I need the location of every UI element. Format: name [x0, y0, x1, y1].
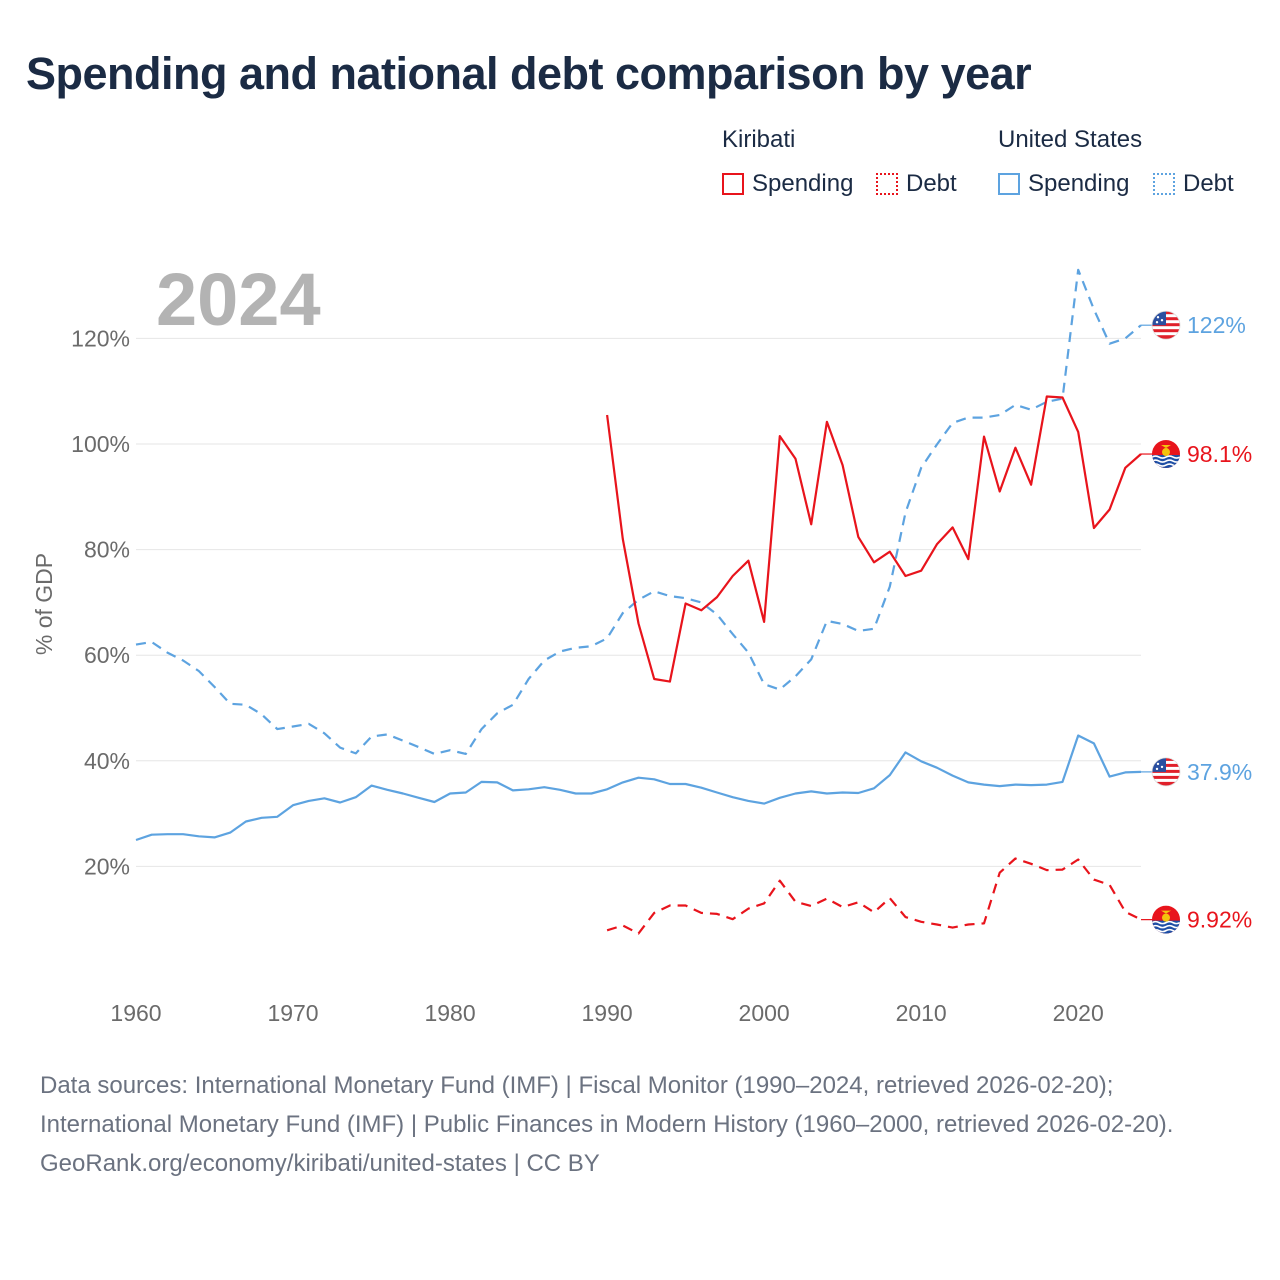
y-tick-label: 20%: [84, 853, 130, 879]
x-tick-label: 2000: [739, 1000, 790, 1026]
gridlines: [136, 337, 1141, 867]
y-tick-label: 60%: [84, 642, 130, 668]
kiribati-flag-icon: [1152, 440, 1180, 468]
current-year-label: 2024: [156, 258, 321, 341]
x-tick-label: 2010: [896, 1000, 947, 1026]
end-value-label: 98.1%: [1187, 441, 1252, 467]
y-axis-label: % of GDP: [31, 553, 57, 655]
series-line-united-states-debt[interactable]: [135, 268, 1142, 756]
legend-item-us-debt[interactable]: Debt: [1153, 170, 1234, 198]
end-value-label: 9.92%: [1187, 907, 1252, 933]
series-line-kiribati-debt[interactable]: [606, 857, 1142, 935]
legend-group-title: Kiribati: [722, 126, 796, 153]
legend-swatch-dotted-icon: [1153, 173, 1175, 195]
x-tick-labels: 1960 1970 1980 1990 2000 2010 2020: [110, 1000, 1103, 1026]
legend-item-us-spending[interactable]: Spending: [998, 170, 1129, 198]
x-tick-label: 1970: [267, 1000, 318, 1026]
y-tick-label: 120%: [71, 325, 130, 351]
end-value-label: 37.9%: [1187, 759, 1252, 785]
legend-swatch-solid-icon: [722, 173, 744, 195]
kiribati-flag-icon: [1152, 906, 1180, 934]
us-flag-icon: [1152, 311, 1180, 339]
series-lines: [135, 268, 1142, 935]
line-chart: 2024 % of GDP 20%40%60%80%100%120% 1960 1…: [31, 258, 1252, 1026]
legend-swatch-solid-icon: [998, 173, 1020, 195]
y-tick-label: 100%: [71, 431, 130, 457]
y-tick-labels: 20% 40% 60% 80% 100% 120%: [71, 325, 130, 879]
chart-title: Spending and national debt comparison by…: [26, 48, 1032, 99]
series-line-kiribati-spending[interactable]: [606, 395, 1142, 683]
x-tick-label: 1990: [582, 1000, 633, 1026]
credit-link[interactable]: GeoRank.org/economy/kiribati/united-stat…: [40, 1150, 600, 1177]
end-value-label: 122%: [1187, 312, 1246, 338]
legend-item-kiribati-spending[interactable]: Spending: [722, 170, 853, 198]
y-tick-label: 80%: [84, 537, 130, 563]
y-tick-label: 40%: [84, 748, 130, 774]
data-sources-text: Data sources: International Monetary Fun…: [40, 1072, 1174, 1138]
legend-item-kiribati-debt[interactable]: Debt: [876, 170, 957, 198]
legend-label: Debt: [906, 170, 957, 197]
legend-group-title: United States: [998, 126, 1143, 153]
series-end-markers: 122% 37.9% 98.1% 9.92%: [1141, 311, 1252, 933]
x-tick-label: 2020: [1053, 1000, 1104, 1026]
legend-label: Spending: [752, 170, 854, 197]
legend-label: Debt: [1183, 170, 1234, 197]
x-tick-label: 1960: [110, 1000, 161, 1026]
legend-label: Spending: [1028, 170, 1130, 197]
us-flag-icon: [1152, 758, 1180, 786]
x-tick-label: 1980: [424, 1000, 475, 1026]
series-line-united-states-spending[interactable]: [135, 734, 1142, 842]
footer: Data sources: International Monetary Fun…: [40, 1066, 1240, 1183]
legend-swatch-dotted-icon: [876, 173, 898, 195]
